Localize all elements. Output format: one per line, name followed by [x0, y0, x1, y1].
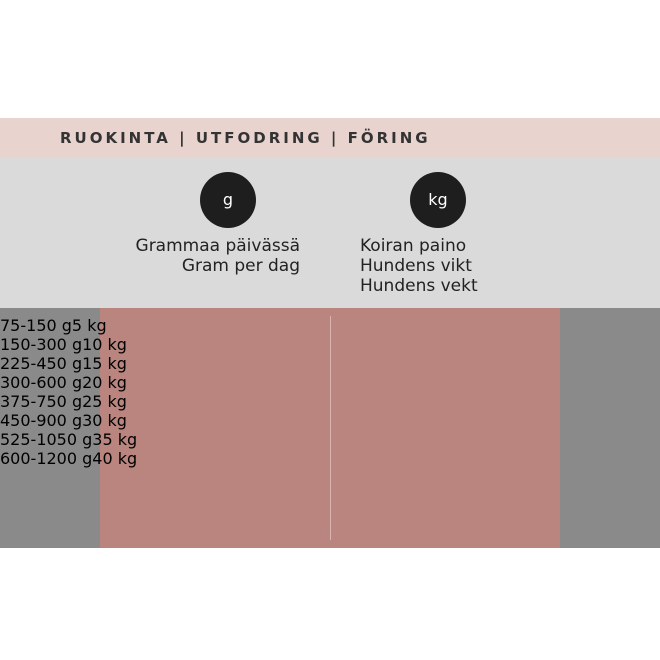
grams-label: Grammaa päivässä Gram per dag — [136, 236, 300, 276]
column-label-line: Hundens vikt — [360, 256, 472, 276]
grams-cell: 600-1200 g — [0, 449, 93, 468]
weight-cell: 30 kg — [82, 411, 127, 430]
table-row: 225-450 g15 kg — [0, 354, 660, 373]
column-label-line: Hundens vekt — [360, 276, 478, 296]
table-row: 600-1200 g40 kg — [0, 449, 660, 468]
column-label-line: Koiran paino — [360, 236, 467, 256]
column-label-line: Gram per dag — [181, 256, 300, 276]
table-row: 75-150 g5 kg — [0, 316, 660, 335]
column-headers: g Grammaa päivässä Gram per dag kg Koiran… — [0, 158, 660, 308]
grams-cell: 225-450 g — [0, 354, 83, 373]
grams-cell: 525-1050 g — [0, 430, 93, 449]
grams-cell: 300-600 g — [0, 373, 83, 392]
weight-column-header: kg Koiran paino Hundens vikt Hundens vekt — [330, 158, 660, 308]
weight-cell: 35 kg — [92, 430, 138, 449]
table-row: 375-750 g25 kg — [0, 392, 660, 411]
weight-cell: 5 kg — [71, 316, 107, 335]
table-row: 525-1050 g35 kg — [0, 430, 660, 449]
weight-label: Koiran paino Hundens vikt Hundens vekt — [360, 236, 478, 296]
feeding-table: 75-150 g5 kg 150-300 g10 kg 225-450 g15 kg… — [0, 316, 660, 468]
weight-cell: 20 kg — [82, 373, 127, 392]
column-label-line: Grammaa päivässä — [135, 236, 300, 256]
weight-cell: 40 kg — [92, 449, 138, 468]
grams-cell: 150-300 g — [0, 335, 83, 354]
weight-cell: 10 kg — [82, 335, 127, 354]
table-row: 150-300 g10 kg — [0, 335, 660, 354]
feeding-panel: RUOKINTA | UTFODRING | FÖRING g Grammaa … — [0, 118, 660, 548]
column-divider — [330, 316, 331, 540]
table-row: 450-900 g30 kg — [0, 411, 660, 430]
grams-cell: 375-750 g — [0, 392, 83, 411]
grams-column-header: g Grammaa päivässä Gram per dag — [0, 158, 330, 308]
table-row: 300-600 g20 kg — [0, 373, 660, 392]
grams-cell: 75-150 g — [0, 316, 72, 335]
grams-icon: g — [200, 172, 256, 228]
weight-icon: kg — [410, 172, 466, 228]
grams-cell: 450-900 g — [0, 411, 83, 430]
weight-cell: 25 kg — [82, 392, 127, 411]
weight-cell: 15 kg — [82, 354, 127, 373]
header: RUOKINTA | UTFODRING | FÖRING — [0, 118, 660, 158]
